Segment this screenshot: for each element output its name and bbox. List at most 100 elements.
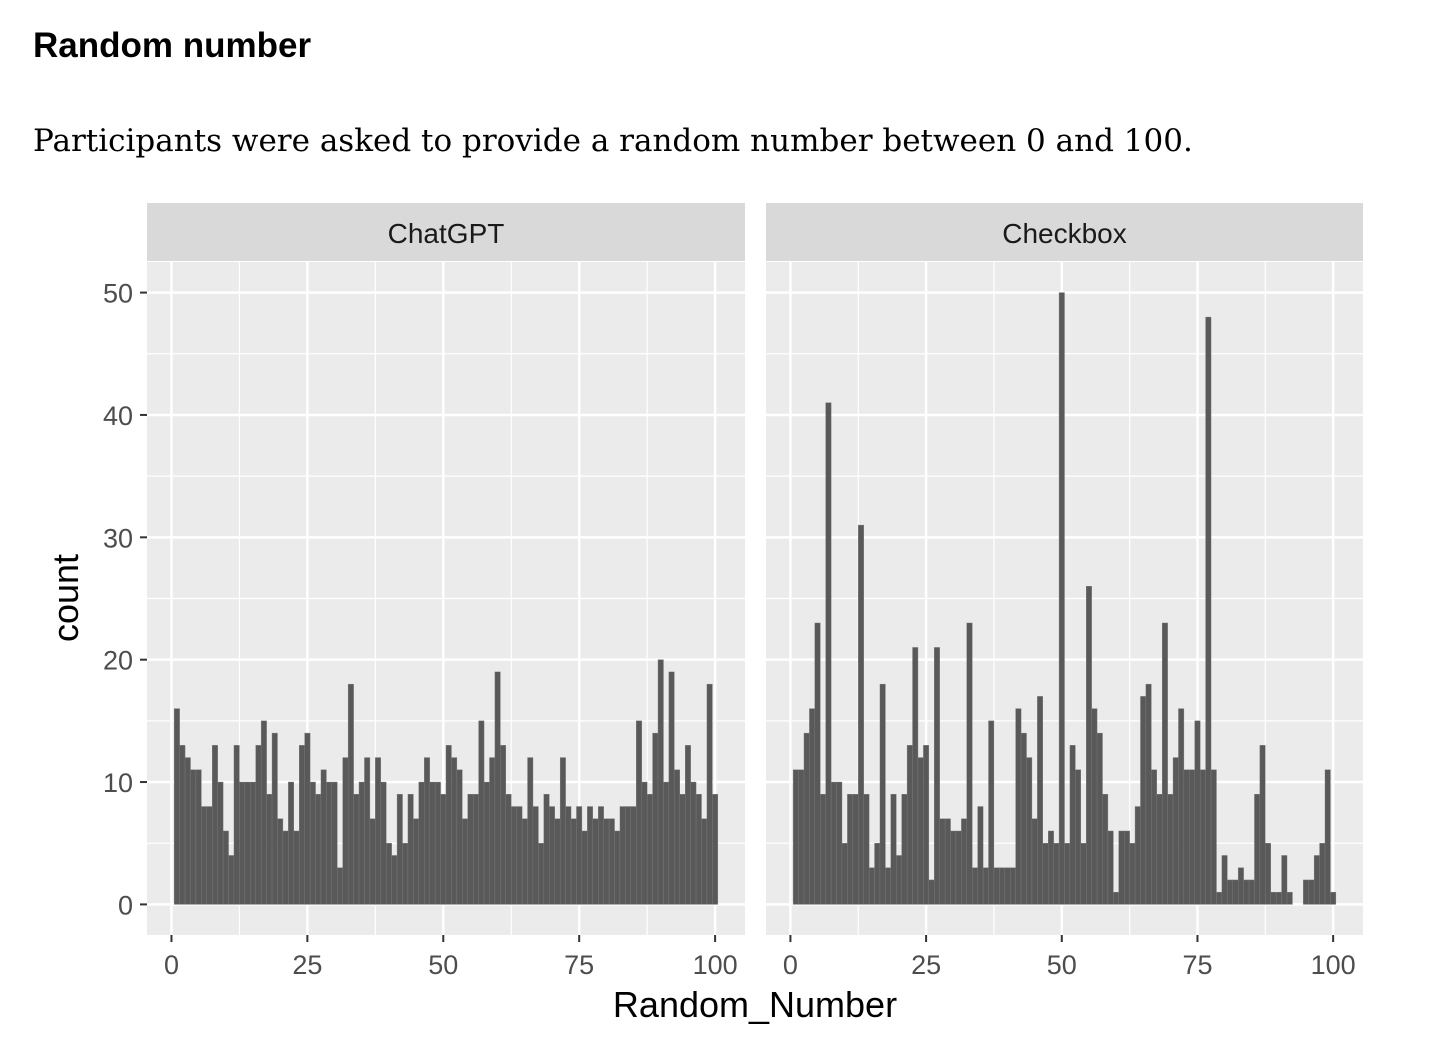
bar bbox=[1113, 891, 1119, 905]
bar bbox=[222, 830, 229, 905]
bar bbox=[554, 818, 561, 905]
bar bbox=[852, 794, 859, 905]
bar bbox=[598, 806, 604, 905]
bar bbox=[863, 794, 870, 905]
bar bbox=[712, 794, 719, 905]
bar bbox=[353, 794, 360, 905]
bar bbox=[1031, 818, 1038, 905]
bar bbox=[1205, 316, 1212, 905]
x-tick-label: 75 bbox=[1182, 950, 1212, 980]
bar bbox=[1330, 891, 1337, 905]
bar bbox=[685, 745, 691, 905]
bar bbox=[798, 769, 805, 905]
bar bbox=[592, 818, 599, 905]
bar bbox=[1118, 830, 1125, 905]
bar bbox=[1308, 879, 1315, 905]
bar bbox=[944, 818, 951, 905]
bar bbox=[1172, 757, 1179, 905]
bar bbox=[184, 757, 191, 905]
bar bbox=[928, 879, 935, 905]
bar bbox=[912, 647, 919, 905]
bar bbox=[657, 659, 664, 905]
bar bbox=[814, 622, 821, 905]
bar bbox=[701, 818, 708, 905]
bar bbox=[570, 818, 577, 905]
bar bbox=[847, 794, 854, 905]
bar bbox=[917, 757, 924, 905]
bar bbox=[1156, 794, 1163, 905]
bar bbox=[500, 745, 507, 905]
bar bbox=[266, 794, 273, 905]
bar bbox=[1080, 843, 1087, 905]
bar bbox=[413, 818, 420, 905]
bar bbox=[201, 806, 207, 905]
bar bbox=[494, 671, 501, 905]
bar bbox=[337, 867, 343, 905]
strip-background bbox=[147, 203, 745, 261]
bar bbox=[1270, 891, 1277, 905]
bar bbox=[809, 708, 816, 905]
bar bbox=[309, 781, 316, 905]
bar bbox=[1075, 769, 1081, 905]
bar bbox=[1281, 855, 1288, 905]
page-text: Participants were asked to provide a ran… bbox=[33, 123, 1193, 159]
bar bbox=[369, 818, 376, 905]
bar bbox=[489, 757, 496, 905]
bar bbox=[1248, 879, 1255, 905]
bar bbox=[1123, 830, 1130, 905]
bar bbox=[440, 794, 447, 905]
bar bbox=[820, 794, 826, 905]
bar bbox=[532, 806, 539, 905]
bar bbox=[255, 745, 262, 905]
bar bbox=[1015, 708, 1022, 905]
bar bbox=[375, 757, 381, 905]
bar bbox=[364, 757, 371, 905]
bar bbox=[874, 843, 881, 905]
bar bbox=[1042, 843, 1049, 905]
bar bbox=[1324, 769, 1331, 905]
bar bbox=[505, 794, 512, 905]
bar bbox=[603, 818, 610, 905]
bar bbox=[206, 806, 213, 905]
bar bbox=[885, 867, 892, 905]
bar bbox=[418, 781, 425, 905]
bar bbox=[195, 769, 202, 905]
bar bbox=[679, 794, 686, 905]
bar bbox=[521, 818, 528, 905]
bar bbox=[511, 806, 517, 905]
x-tick-label: 50 bbox=[1047, 950, 1077, 980]
bar bbox=[830, 781, 837, 905]
bar bbox=[1004, 867, 1011, 905]
bar bbox=[1194, 720, 1201, 905]
bar bbox=[538, 843, 545, 905]
bar bbox=[901, 794, 908, 905]
bar bbox=[641, 781, 648, 905]
bar bbox=[961, 818, 968, 905]
bar bbox=[950, 830, 957, 905]
bar bbox=[402, 843, 409, 905]
bar bbox=[239, 781, 246, 905]
bar bbox=[646, 794, 653, 905]
bar bbox=[228, 855, 235, 905]
x-tick-label: 25 bbox=[292, 950, 322, 980]
bar bbox=[1243, 879, 1250, 905]
bar bbox=[565, 806, 572, 905]
bar bbox=[1254, 794, 1261, 905]
bar bbox=[260, 720, 267, 905]
bar bbox=[1091, 708, 1098, 905]
bar bbox=[841, 843, 848, 905]
bar bbox=[299, 745, 305, 905]
bar bbox=[608, 818, 615, 905]
bar bbox=[1151, 769, 1157, 905]
bar bbox=[625, 806, 632, 905]
bar bbox=[1313, 855, 1320, 905]
bar bbox=[347, 683, 354, 905]
bar bbox=[1303, 879, 1309, 905]
bar bbox=[549, 806, 555, 905]
y-axis-label: count bbox=[45, 554, 86, 642]
bar bbox=[1134, 806, 1141, 905]
bar bbox=[315, 794, 322, 905]
bar bbox=[1010, 867, 1016, 905]
bar bbox=[304, 732, 311, 905]
